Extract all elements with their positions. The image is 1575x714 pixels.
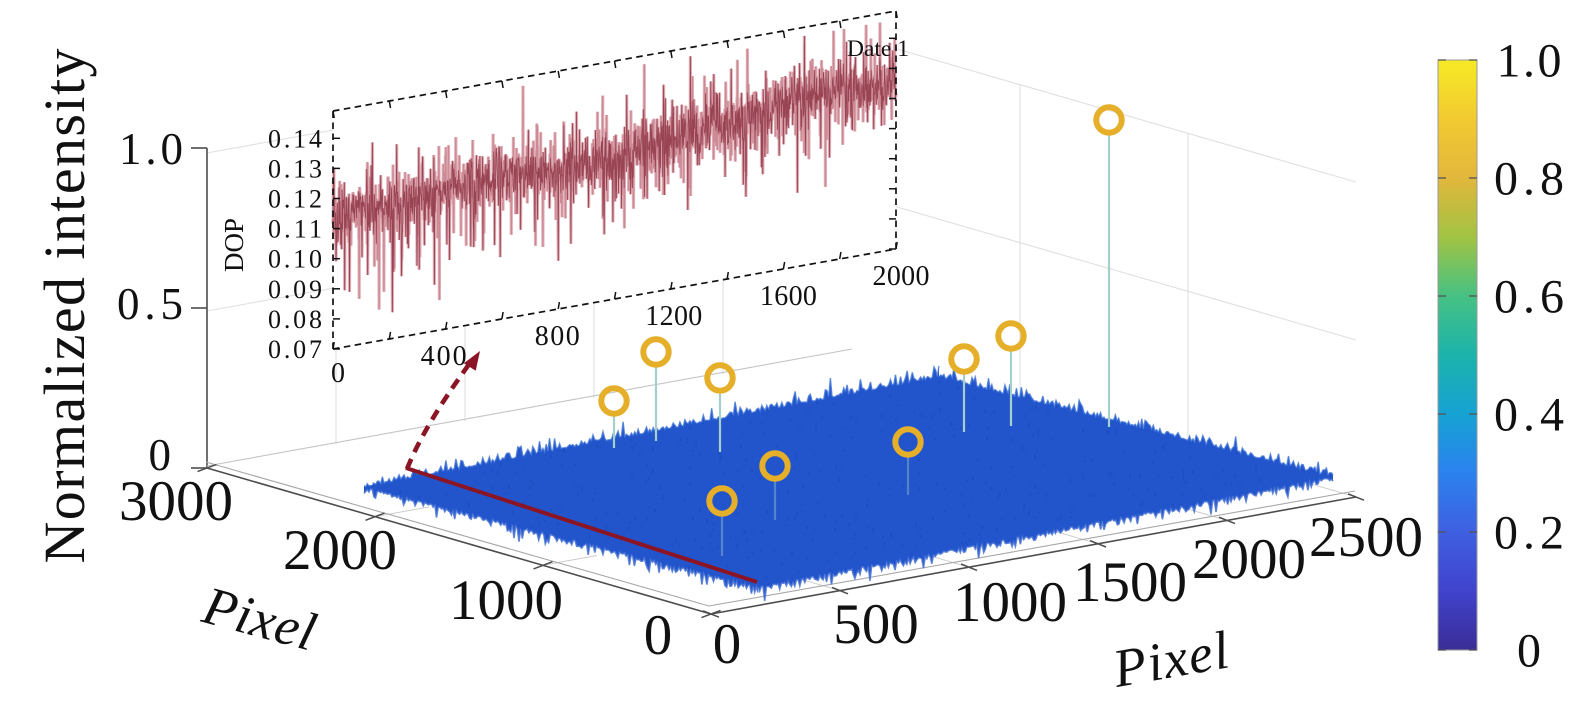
svg-text:0.8: 0.8 xyxy=(1494,153,1564,206)
svg-text:2500: 2500 xyxy=(1309,506,1423,569)
svg-text:0.11: 0.11 xyxy=(268,215,322,244)
svg-text:0: 0 xyxy=(1517,625,1541,678)
svg-text:1000: 1000 xyxy=(449,569,563,632)
svg-text:1200: 1200 xyxy=(645,301,702,332)
svg-text:0.4: 0.4 xyxy=(1494,389,1564,442)
svg-text:0.2: 0.2 xyxy=(1494,507,1564,560)
svg-text:1600: 1600 xyxy=(760,281,817,312)
svg-text:1500: 1500 xyxy=(1073,551,1187,614)
svg-text:0.10: 0.10 xyxy=(268,245,322,274)
svg-text:0.12: 0.12 xyxy=(268,185,322,214)
svg-text:1.0: 1.0 xyxy=(119,124,183,174)
svg-text:0.07: 0.07 xyxy=(268,335,322,364)
svg-text:Normalized intensity: Normalized intensity xyxy=(32,49,97,564)
svg-text:400: 400 xyxy=(421,341,467,372)
svg-text:0.09: 0.09 xyxy=(268,275,322,304)
svg-text:1.0: 1.0 xyxy=(1497,35,1562,88)
svg-text:0.08: 0.08 xyxy=(268,305,322,334)
svg-text:0.13: 0.13 xyxy=(268,154,322,183)
svg-text:500: 500 xyxy=(833,593,919,656)
svg-text:2000: 2000 xyxy=(873,261,930,292)
svg-text:0: 0 xyxy=(331,358,345,389)
svg-text:2000: 2000 xyxy=(1192,528,1306,591)
svg-text:800: 800 xyxy=(535,321,580,352)
svg-text:0.5: 0.5 xyxy=(117,279,183,329)
svg-text:0: 0 xyxy=(149,430,172,480)
svg-text:3000: 3000 xyxy=(119,470,233,533)
svg-text:0.14: 0.14 xyxy=(268,124,322,153)
svg-text:0: 0 xyxy=(713,613,742,676)
svg-text:DOP: DOP xyxy=(219,218,249,272)
svg-text:0: 0 xyxy=(644,604,673,667)
svg-text:2000: 2000 xyxy=(283,519,397,582)
svg-text:Date 1: Date 1 xyxy=(847,36,909,62)
svg-text:0.6: 0.6 xyxy=(1494,271,1564,324)
svg-text:1000: 1000 xyxy=(953,571,1067,634)
